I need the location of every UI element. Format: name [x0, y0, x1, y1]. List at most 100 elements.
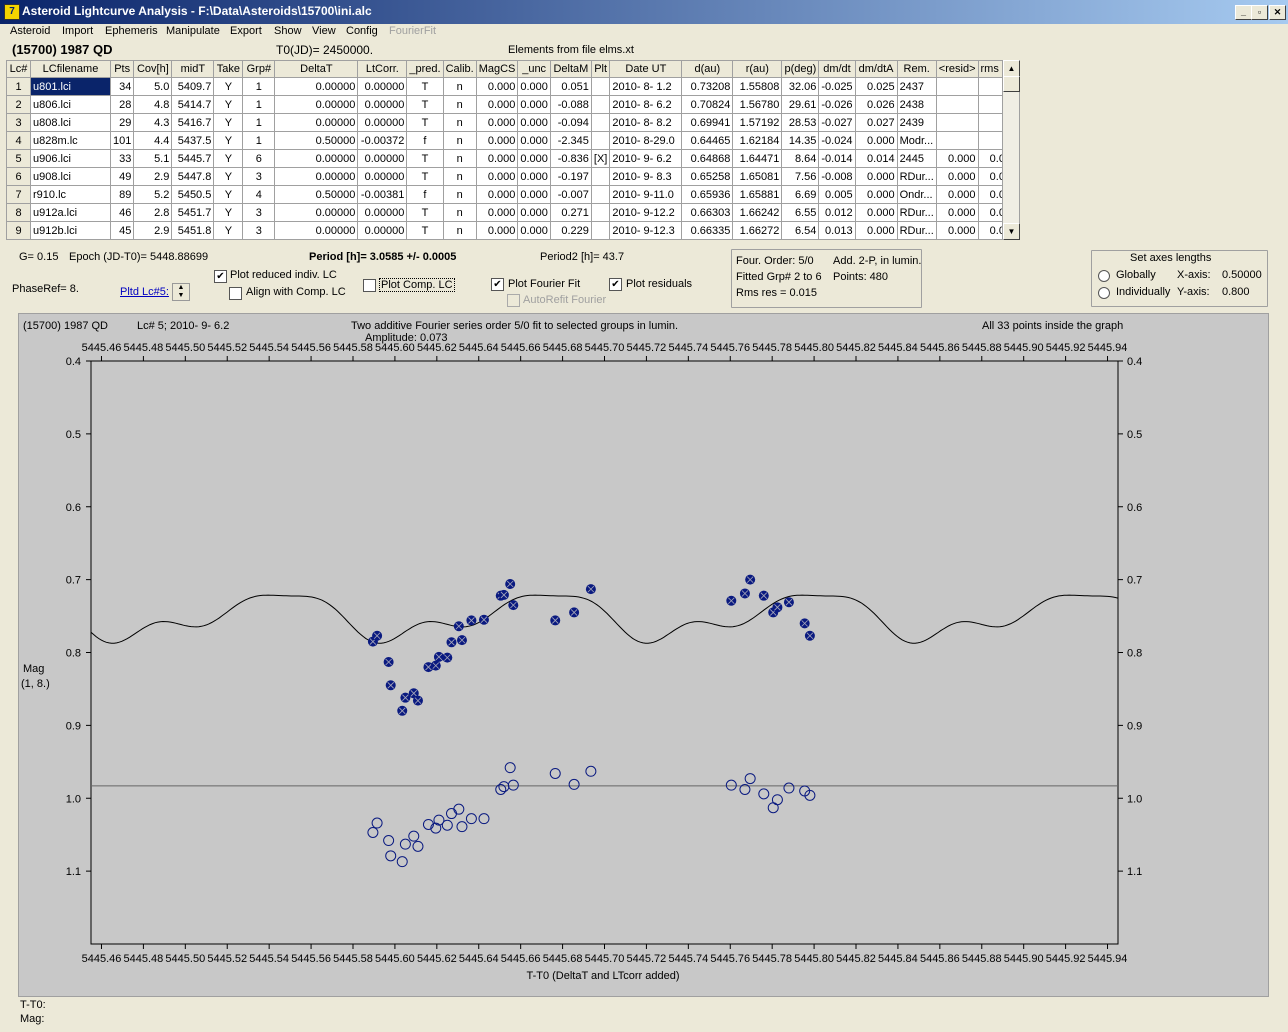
pltd-lc-link[interactable]: Pltd Lc#5: [120, 286, 169, 298]
spinner-up-icon[interactable]: ▲ [177, 284, 185, 291]
menu-ephemeris[interactable]: Ephemeris [105, 25, 158, 37]
table-cell[interactable] [590, 203, 611, 222]
table-cell[interactable]: 1.66272 [732, 221, 783, 240]
table-cell[interactable]: T [406, 95, 444, 114]
table-cell[interactable]: 32.06 [781, 77, 820, 96]
column-header[interactable]: Grp# [242, 60, 276, 78]
table-cell[interactable]: Y [213, 95, 244, 114]
table-cell[interactable]: -0.197 [549, 167, 592, 186]
table-cell[interactable]: 0.229 [549, 221, 592, 240]
table-row[interactable]: 4 u828m.lc 101 4.4 5437.5 Y 1 0.50000 -0.00372 f n… [6, 131, 1021, 150]
column-header[interactable]: <resid> [935, 60, 979, 78]
column-header[interactable]: r(au) [732, 60, 783, 78]
table-cell[interactable]: 0.00000 [357, 203, 408, 222]
table-cell[interactable]: 1.64471 [732, 149, 783, 168]
table-cell[interactable]: 33 [109, 149, 135, 168]
individually-radio[interactable] [1098, 287, 1110, 299]
table-cell[interactable] [935, 131, 979, 150]
table-cell[interactable]: 0.025 [854, 77, 898, 96]
lc-spinner[interactable]: ▲ ▼ [172, 283, 190, 301]
column-header[interactable]: Date UT [609, 60, 683, 78]
table-cell[interactable]: 6.69 [781, 185, 820, 204]
table-cell[interactable]: 1 [242, 95, 276, 114]
table-cell[interactable]: 14.35 [781, 131, 820, 150]
table-cell[interactable]: 0.000 [517, 77, 551, 96]
table-cell[interactable]: 0.000 [854, 203, 898, 222]
table-cell[interactable]: Y [213, 185, 244, 204]
table-cell[interactable]: 2010- 9- 6.2 [609, 149, 683, 168]
table-cell[interactable]: -2.345 [549, 131, 592, 150]
table-cell[interactable]: 5409.7 [171, 77, 215, 96]
table-cell[interactable]: 0.051 [549, 77, 592, 96]
table-cell[interactable]: u808.lci [30, 113, 111, 132]
table-cell[interactable]: 0.000 [854, 131, 898, 150]
table-cell[interactable]: 2445 [896, 149, 937, 168]
table-cell[interactable]: 0.014 [854, 149, 898, 168]
row-number[interactable]: 7 [6, 185, 31, 204]
menu-asteroid[interactable]: Asteroid [10, 25, 51, 37]
table-cell[interactable]: 0.00000 [357, 95, 408, 114]
table-cell[interactable]: 45 [109, 221, 135, 240]
table-cell[interactable]: 0.000 [475, 221, 519, 240]
table-cell[interactable]: u912a.lci [30, 203, 111, 222]
table-cell[interactable]: 2.8 [133, 203, 173, 222]
table-cell[interactable]: Y [213, 113, 244, 132]
table-cell[interactable]: 0.70824 [681, 95, 734, 114]
table-cell[interactable]: 29 [109, 113, 135, 132]
table-cell[interactable] [590, 113, 611, 132]
table-cell[interactable]: -0.008 [818, 167, 856, 186]
table-cell[interactable]: 6.54 [781, 221, 820, 240]
table-cell[interactable]: 6 [242, 149, 276, 168]
column-header[interactable]: _unc [517, 60, 551, 78]
plot-canvas[interactable]: 5445.46 5445.48 5445.50 5445.52 5445.54 5445.… [19, 314, 1268, 996]
scroll-up-icon[interactable]: ▲ [1003, 60, 1020, 77]
column-header[interactable]: p(deg) [781, 60, 820, 78]
table-cell[interactable]: 0.00000 [274, 167, 359, 186]
table-cell[interactable]: -0.836 [549, 149, 592, 168]
table-cell[interactable]: 0.000 [517, 113, 551, 132]
table-cell[interactable]: 0.000 [935, 185, 979, 204]
table-cell[interactable]: 2010- 9-12.2 [609, 203, 683, 222]
epoch-label[interactable]: Epoch (JD-T0)= 5448.88699 [69, 251, 209, 263]
table-cell[interactable]: 2439 [896, 113, 937, 132]
table-cell[interactable]: 0.012 [818, 203, 856, 222]
table-cell[interactable]: 1 [242, 77, 276, 96]
scroll-thumb[interactable] [1003, 76, 1020, 92]
column-header[interactable]: midT [171, 60, 215, 78]
table-cell[interactable]: 1.56780 [732, 95, 783, 114]
table-cell[interactable]: T [406, 149, 444, 168]
table-cell[interactable]: T [406, 113, 444, 132]
table-cell[interactable]: Modr... [896, 131, 937, 150]
table-cell[interactable]: 0.000 [517, 167, 551, 186]
xaxis-value[interactable]: 0.50000 [1222, 269, 1262, 281]
table-cell[interactable]: 0.00000 [274, 149, 359, 168]
table-cell[interactable]: -0.027 [818, 113, 856, 132]
table-cell[interactable]: f [406, 131, 444, 150]
autorefit-checkbox[interactable] [507, 294, 520, 307]
table-cell[interactable]: 5437.5 [171, 131, 215, 150]
table-cell[interactable]: 1.65081 [732, 167, 783, 186]
table-cell[interactable]: 0.000 [475, 167, 519, 186]
table-cell[interactable]: 0.271 [549, 203, 592, 222]
table-cell[interactable]: 0.00000 [357, 77, 408, 96]
table-cell[interactable]: u906.lci [30, 149, 111, 168]
row-number[interactable]: 3 [6, 113, 31, 132]
restore-button[interactable]: ▫ [1251, 5, 1268, 20]
table-cell[interactable]: 0.027 [854, 113, 898, 132]
column-header[interactable]: Calib. [442, 60, 477, 78]
table-cell[interactable]: 0.73208 [681, 77, 734, 96]
column-header[interactable]: _pred. [406, 60, 444, 78]
table-cell[interactable]: 2010- 8- 1.2 [609, 77, 683, 96]
table-cell[interactable]: -0.00372 [357, 131, 408, 150]
row-number[interactable]: 1 [6, 77, 31, 96]
table-cell[interactable]: T [406, 167, 444, 186]
table-cell[interactable]: 0.000 [475, 77, 519, 96]
table-cell[interactable]: u801.lci [30, 77, 111, 96]
period-label[interactable]: Period [h]= 3.0585 +/- 0.0005 [309, 251, 457, 263]
table-cell[interactable]: 1 [242, 131, 276, 150]
table-cell[interactable]: 0.000 [517, 131, 551, 150]
table-cell[interactable]: T [406, 203, 444, 222]
